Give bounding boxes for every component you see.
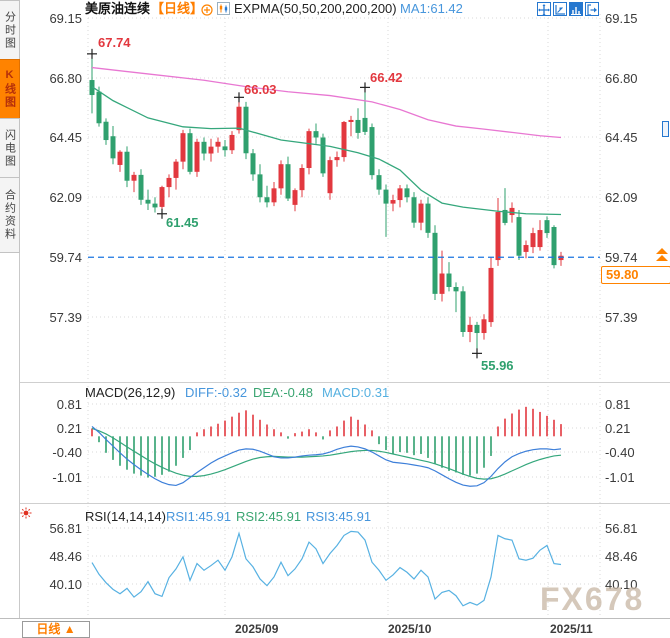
price-axis-label: 69.15 [49, 11, 82, 26]
panel-divider [20, 503, 670, 504]
rsi-axis-label: 40.10 [49, 577, 82, 592]
rsi-title: RSI(14,14,14) [85, 509, 166, 524]
price-axis-label: 64.45 [49, 130, 82, 145]
sidebar-tab-kline[interactable]: K线图 [0, 59, 20, 119]
price-axis-label: 69.15 [605, 11, 638, 26]
high-annotation: 66.03 [244, 82, 277, 97]
date-axis-label: 2025/09 [235, 622, 279, 636]
date-axis-label: 2025/11 [550, 622, 593, 636]
sidebar-tab-lightning[interactable]: 闪电图 [0, 118, 20, 178]
period-select-button[interactable]: 日线 ▲ [22, 621, 90, 638]
rsi-axis-label: 56.81 [49, 521, 82, 536]
bottom-bar: 日线 ▲ 2025/09 2025/10 2025/11 [0, 618, 670, 638]
left-sidebar: 分时图 K线图 闪电图 合约资料 [0, 0, 20, 618]
macd-diff-value: DIFF:-0.32 [185, 385, 248, 400]
date-axis-label: 2025/10 [388, 622, 432, 636]
macd-axis-label: -1.01 [52, 470, 82, 485]
low-annotation: 61.45 [166, 215, 199, 230]
right-scroll-handle[interactable] [662, 121, 669, 137]
price-axis-label: 59.74 [49, 250, 82, 265]
macd-axis-label: 0.21 [56, 421, 82, 436]
price-axis-label: 62.09 [605, 190, 638, 205]
price-axis-label: 66.80 [605, 71, 638, 86]
macd-hist-value: MACD:0.31 [322, 385, 390, 400]
rsi1-value: RSI1:45.91 [166, 509, 232, 524]
macd-axis-label: 0.81 [605, 397, 631, 412]
price-axis-label: 66.80 [49, 71, 82, 86]
alarm-sun-icon[interactable] [20, 506, 32, 519]
sidebar-tab-timeshare[interactable]: 分时图 [0, 0, 20, 60]
price-axis-label: 59.74 [605, 250, 638, 265]
macd-dea-value: DEA:-0.48 [253, 385, 313, 400]
timeframe-label: 【日线】 [151, 1, 204, 16]
rsi-axis-label: 56.81 [605, 521, 638, 536]
rsi2-value: RSI2:45.91 [236, 509, 302, 524]
kline-indicator-icon[interactable] [217, 2, 230, 15]
bar-chart-icon[interactable] [569, 2, 583, 16]
indicator-params-label: EXPMA(50,50,200,200,200) [234, 1, 397, 16]
symbol-title: 美原油连续 [85, 1, 151, 16]
price-up-arrow-icon [656, 248, 668, 261]
rsi-axis-label: 40.10 [605, 577, 638, 592]
macd-axis-label: -0.40 [52, 445, 82, 460]
last-price-tag: 59.80 [601, 266, 670, 284]
macd-title: MACD(26,12,9) [85, 385, 176, 400]
high-annotation: 66.42 [370, 70, 403, 85]
macd-axis-label: -1.01 [605, 470, 635, 485]
crosshair-icon[interactable] [537, 2, 551, 16]
price-axis-label: 62.09 [49, 190, 82, 205]
ma1-value-label: MA1:61.42 [400, 1, 463, 16]
rsi3-value: RSI3:45.91 [306, 509, 372, 524]
price-axis-label: 57.39 [49, 310, 82, 325]
rsi-axis-label: 48.46 [49, 549, 82, 564]
low-annotation: 55.96 [481, 358, 514, 373]
chart-toolbar [537, 2, 599, 16]
fx678-watermark: FX678 [540, 581, 645, 617]
rsi-axis-label: 48.46 [605, 549, 638, 564]
price-axis-label: 57.39 [605, 310, 638, 325]
price-axis-label: 64.45 [605, 130, 638, 145]
macd-axis-label: 0.81 [56, 397, 82, 412]
exit-icon[interactable] [585, 2, 599, 16]
measure-icon[interactable] [553, 2, 567, 16]
panel-divider [20, 382, 670, 383]
macd-axis-label: 0.21 [605, 421, 631, 436]
macd-axis-label: -0.40 [605, 445, 635, 460]
high-annotation: 67.74 [98, 35, 131, 50]
sidebar-tab-contract-info[interactable]: 合约资料 [0, 177, 20, 253]
add-indicator-icon[interactable] [201, 3, 213, 16]
